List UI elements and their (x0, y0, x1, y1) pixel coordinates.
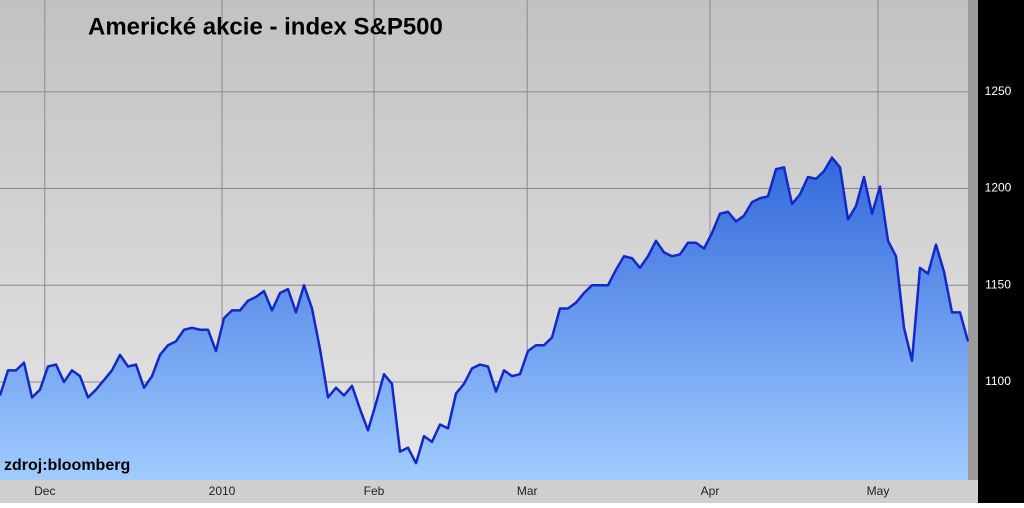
y-tick-label: 1100 (985, 374, 1011, 388)
x-tick-label: Mar (517, 484, 538, 498)
y-tick-label: 1150 (985, 277, 1011, 291)
x-tick-label: May (867, 484, 890, 498)
x-tick-label: Apr (701, 484, 720, 498)
plot-edge (968, 0, 978, 480)
x-tick-label: 2010 (209, 484, 236, 498)
line (0, 156, 970, 465)
y-tick-label: 1200 (985, 181, 1012, 195)
area-fill (0, 157, 968, 481)
y-axis-band (978, 0, 1024, 503)
source-note: zdroj:bloomberg (4, 457, 130, 474)
y-tick-label: 1250 (985, 84, 1012, 98)
x-axis-band (0, 480, 978, 503)
x-tick-label: Feb (364, 484, 385, 498)
chart-title: Americké akcie - index S&P500 (88, 13, 443, 40)
x-tick-label: Dec (34, 484, 55, 498)
